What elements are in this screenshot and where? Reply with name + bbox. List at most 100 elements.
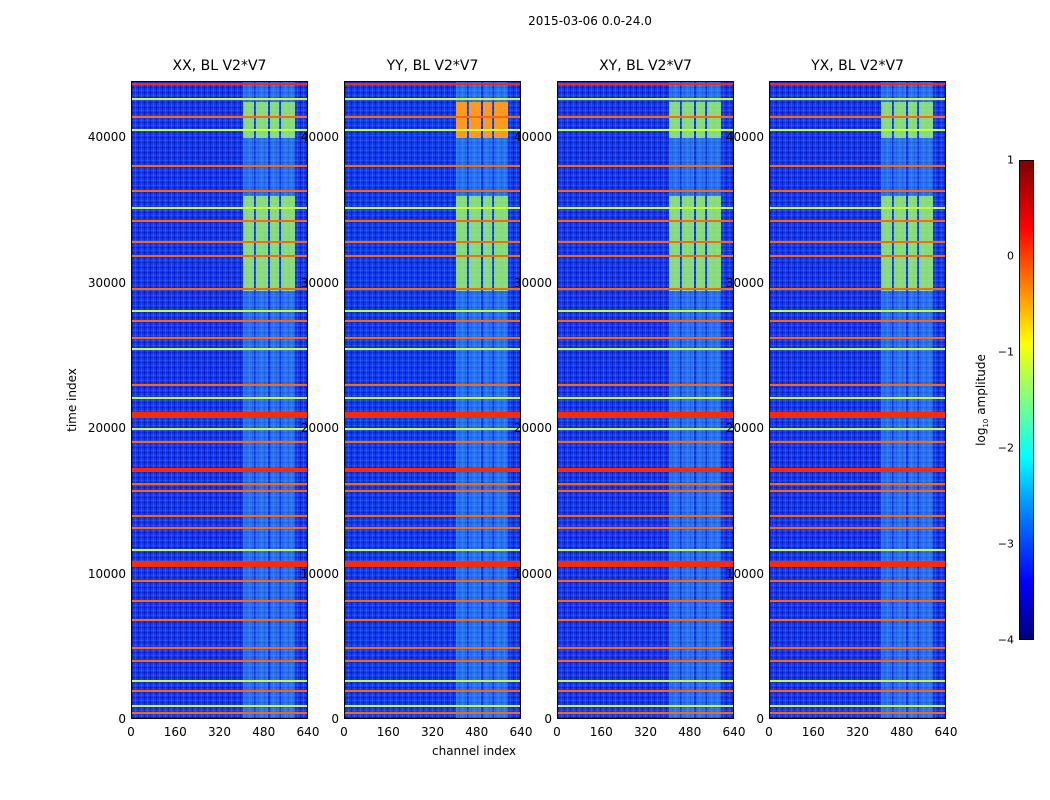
flagged-band (770, 600, 945, 602)
x-tick-label: 0 (765, 725, 773, 739)
rfi-block (696, 196, 705, 291)
y-tick-label: 30000 (725, 275, 764, 290)
flagged-band (558, 384, 733, 386)
x-tick-label: 640 (934, 725, 958, 739)
colorbar-tick-label: −3 (997, 537, 1014, 551)
flagged-band (558, 489, 733, 493)
flagged-band (770, 660, 945, 662)
flagged-band (345, 397, 520, 399)
flagged-band (132, 527, 307, 529)
flagged-band (770, 320, 945, 322)
rfi-column (894, 82, 906, 718)
flagged-band (345, 83, 520, 85)
flagged-band (132, 712, 307, 714)
flagged-band (345, 482, 520, 486)
heatmap-panel (131, 81, 308, 719)
flagged-band (345, 348, 520, 350)
flagged-band (558, 619, 733, 621)
x-tick-label: 160 (376, 725, 400, 739)
rfi-column (494, 82, 509, 718)
flagged-band (558, 712, 733, 714)
flagged-band (345, 310, 520, 312)
x-tick-label: 640 (509, 725, 533, 739)
flagged-band (558, 83, 733, 85)
y-tick-label: 10000 (300, 566, 339, 581)
figure-title: 2015-03-06 0.0-24.0 (528, 14, 652, 28)
flagged-band (132, 660, 307, 662)
rfi-block (919, 101, 934, 138)
rfi-block (455, 196, 467, 291)
x-tick-label: 480 (465, 725, 489, 739)
flagged-band (345, 679, 520, 683)
flagged-band (558, 440, 733, 444)
y-tick-label: 40000 (87, 130, 126, 145)
flagged-band (345, 220, 520, 222)
flagged-band (770, 116, 945, 118)
flagged-band (132, 116, 307, 118)
flagged-band (345, 527, 520, 529)
colorbar-label-sub: 10 (982, 418, 991, 428)
flagged-band (770, 241, 945, 243)
flagged-band (770, 690, 945, 692)
y-tick-label: 30000 (513, 275, 552, 290)
flagged-band (770, 337, 945, 339)
y-tick-label: 30000 (87, 275, 126, 290)
colorbar-tick-label: −4 (997, 633, 1014, 647)
x-tick-label: 640 (296, 725, 320, 739)
flagged-band (345, 337, 520, 339)
x-tick-label: 640 (722, 725, 746, 739)
y-tick-label: 10000 (87, 566, 126, 581)
heatmap-panel (557, 81, 734, 719)
flagged-band (558, 600, 733, 602)
flagged-band (770, 384, 945, 386)
rfi-block (880, 101, 892, 138)
flagged-band (345, 255, 520, 257)
flagged-band (770, 561, 945, 567)
flagged-band (770, 206, 945, 210)
flagged-band (345, 440, 520, 444)
rfi-column (455, 82, 467, 718)
flagged-band (770, 440, 945, 444)
x-tick-label: 480 (678, 725, 702, 739)
rfi-block (256, 196, 268, 291)
flagged-band (132, 310, 307, 312)
y-tick-label: 20000 (725, 421, 764, 435)
flagged-band (558, 320, 733, 322)
rfi-block (668, 196, 680, 291)
flagged-band (132, 83, 307, 85)
flagged-band (770, 579, 945, 583)
flagged-band (770, 647, 945, 649)
y-tick-label: 0 (544, 712, 552, 726)
flagged-band (132, 189, 307, 193)
flagged-band (558, 514, 733, 518)
flagged-band (132, 647, 307, 649)
flagged-band (770, 712, 945, 714)
flagged-band (770, 489, 945, 493)
rfi-block (682, 101, 694, 138)
flagged-band (558, 428, 733, 430)
flagged-band (770, 705, 945, 707)
x-tick-label: 480 (252, 725, 276, 739)
rfi-column (270, 82, 279, 718)
flagged-band (132, 600, 307, 602)
flagged-band (770, 98, 945, 100)
flagged-band (132, 397, 307, 399)
flagged-band (558, 337, 733, 339)
rfi-block (668, 101, 680, 138)
rfi-block (483, 101, 492, 138)
rfi-column (707, 82, 722, 718)
flagged-band (770, 189, 945, 193)
flagged-band (132, 514, 307, 518)
flagged-band (345, 116, 520, 118)
flagged-band (132, 619, 307, 621)
rfi-column (919, 82, 934, 718)
rfi-block (270, 101, 279, 138)
flagged-band (558, 220, 733, 222)
rfi-column (908, 82, 917, 718)
rfi-column (469, 82, 481, 718)
flagged-band (345, 579, 520, 583)
flagged-band (558, 310, 733, 312)
colorbar-tick-label: −2 (997, 441, 1014, 455)
x-tick-label: 320 (634, 725, 657, 739)
